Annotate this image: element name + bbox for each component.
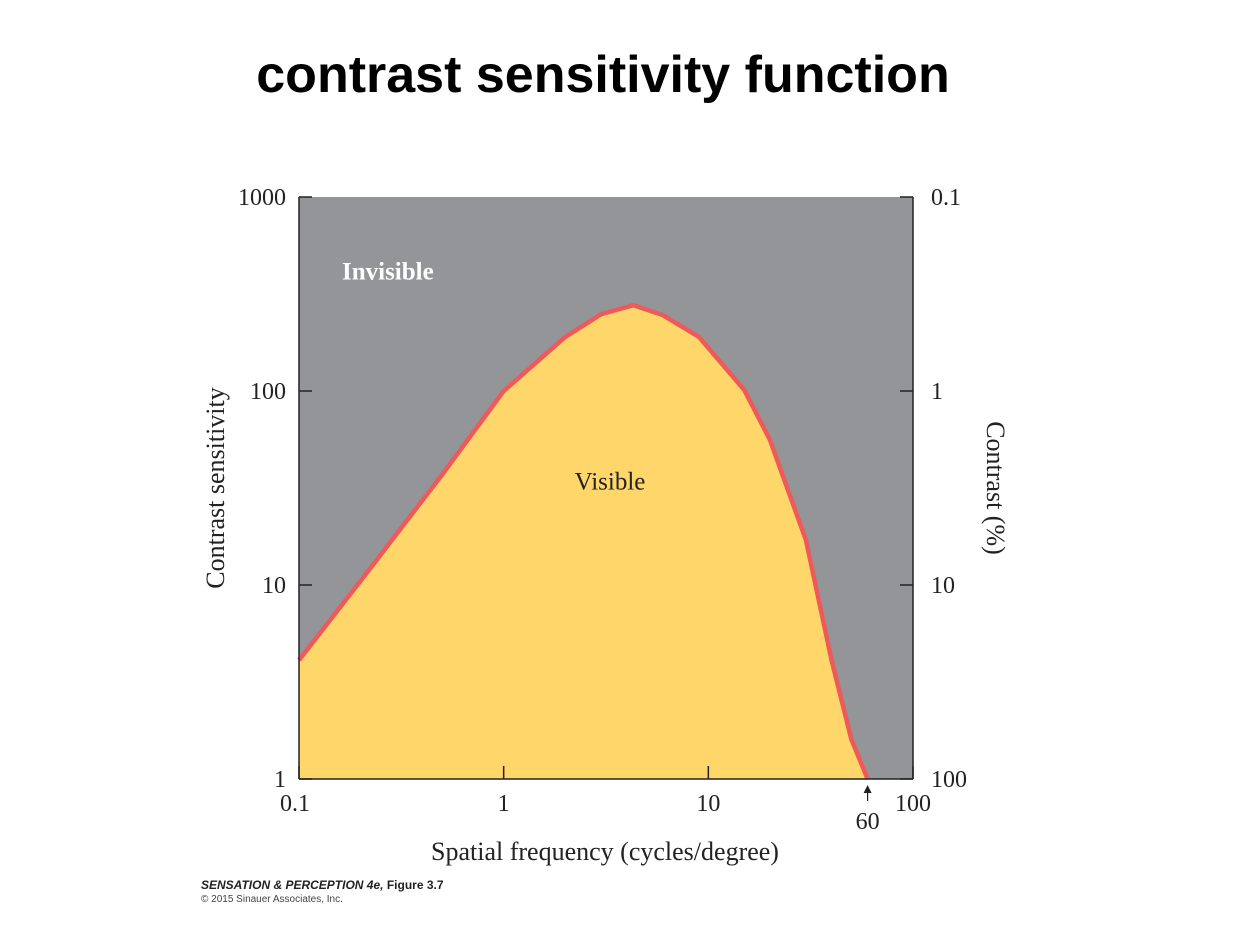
x-tick-label: 0.1	[280, 791, 310, 817]
annotation-arrowhead	[863, 785, 872, 793]
footer-figure: Figure 3.7	[387, 878, 444, 892]
y2-tick-label: 1	[931, 379, 943, 405]
y-axis-label: Contrast sensitivity	[201, 387, 230, 589]
y-tick-label: 1	[274, 767, 286, 793]
x-tick-label: 100	[895, 791, 931, 817]
x-tick-label: 1	[498, 791, 510, 817]
x-tick-label: 10	[696, 791, 720, 817]
area-fill	[299, 305, 868, 779]
y-tick-label: 1000	[238, 185, 286, 211]
axes	[298, 196, 914, 780]
y-tick-label: 100	[250, 379, 286, 405]
curve-line	[297, 302, 870, 780]
region-label: Visible	[575, 469, 646, 496]
y2-tick-label: 10	[931, 573, 955, 599]
x-axis-label: Spatial frequency (cycles/degree)	[431, 837, 779, 866]
footer-book: SENSATION & PERCEPTION 4e,	[201, 878, 383, 892]
footer-line: SENSATION & PERCEPTION 4e, Figure 3.7	[201, 878, 444, 892]
y-tick-label: 10	[262, 573, 286, 599]
y2-axis-label: Contrast (%)	[981, 421, 1010, 555]
page-title: contrast sensitivity function	[256, 46, 949, 104]
footer-copyright: © 2015 Sinauer Associates, Inc.	[201, 894, 343, 905]
region-label: Invisible	[342, 259, 434, 286]
y2-tick-label: 0.1	[931, 185, 961, 211]
y2-tick-label: 100	[931, 767, 967, 793]
annotation-label: 60	[856, 809, 880, 835]
